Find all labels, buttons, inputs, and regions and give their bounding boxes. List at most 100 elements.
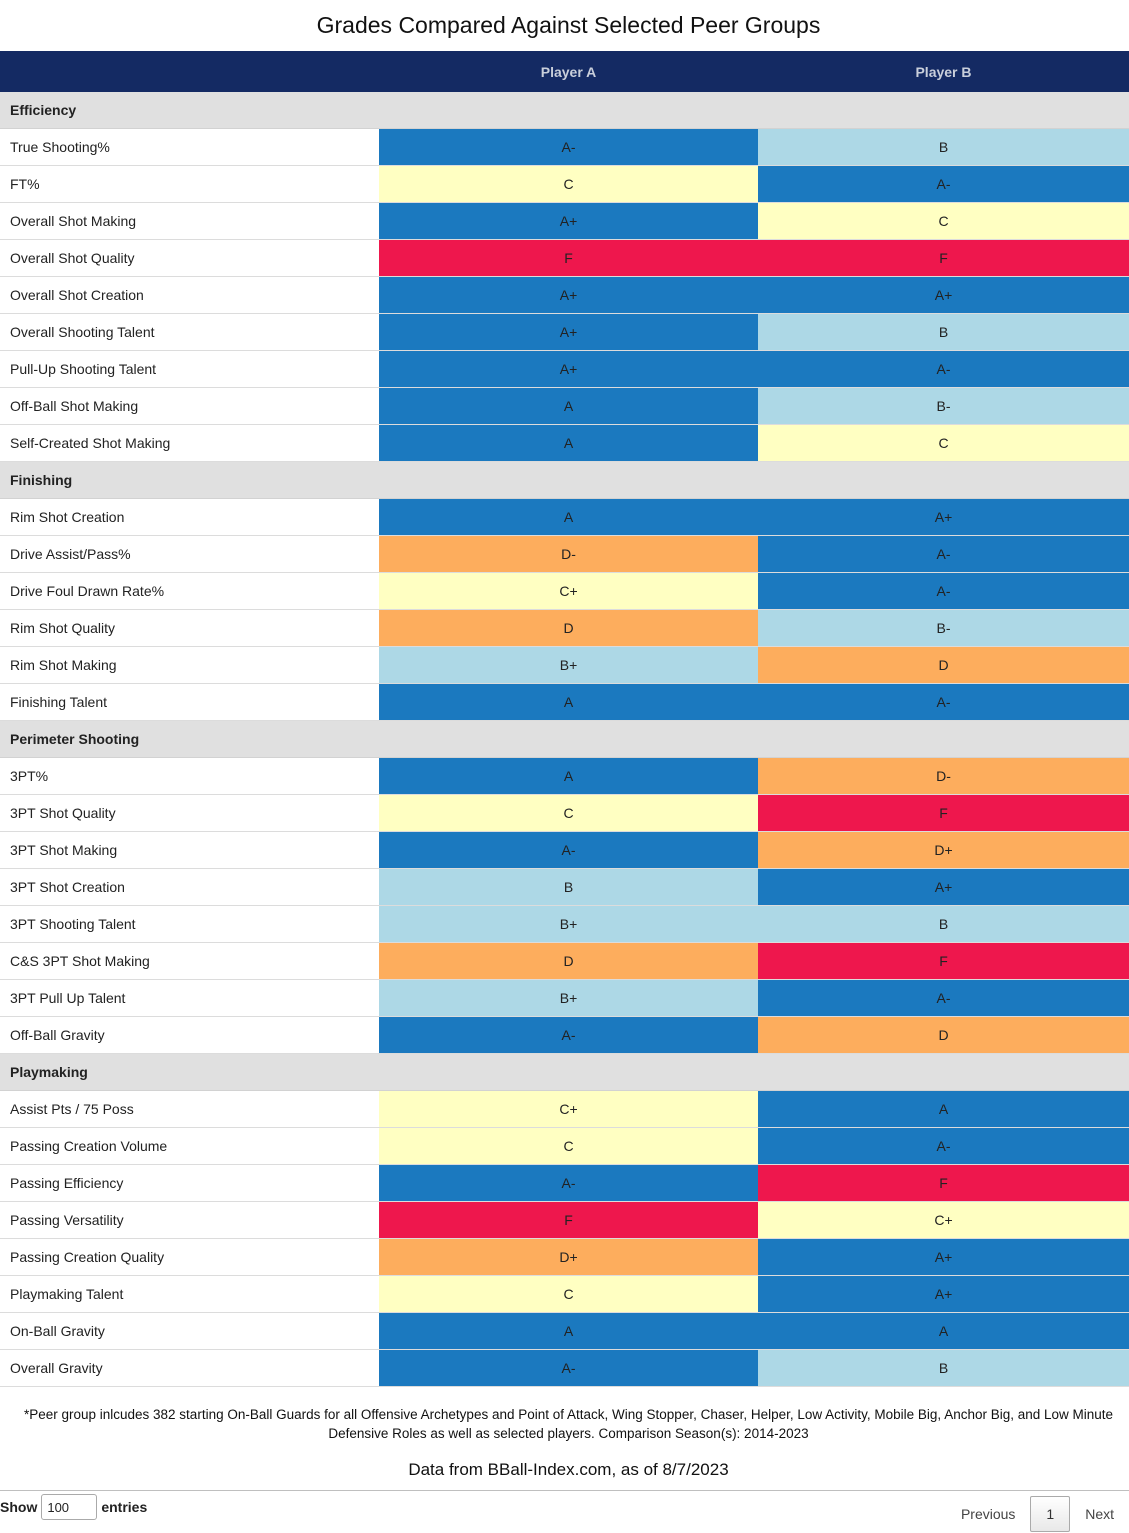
footnote-line-2: Defensive Roles as well as selected play… [328,1426,809,1441]
column-header-player-a[interactable]: Player A [379,51,758,92]
table-row: 3PT Shot Creation B A+ [0,868,1129,906]
table-row: Rim Shot Quality D B- [0,609,1129,647]
metric-name: Passing Efficiency [0,1164,379,1202]
table-row: Rim Shot Making B+ D [0,646,1129,684]
metric-name: Self-Created Shot Making [0,424,379,462]
grade-cell-player-b: A- [758,350,1129,388]
grade-cell-player-a: A- [379,1349,758,1387]
column-header-metric[interactable] [0,51,379,92]
divider [0,1490,1129,1491]
table-row: On-Ball Gravity A A [0,1312,1129,1350]
grade-cell-player-b: D+ [758,831,1129,869]
grade-cell-player-b: A+ [758,498,1129,536]
grade-cell-player-b: C+ [758,1201,1129,1239]
grade-cell-player-a: B+ [379,979,758,1017]
table-row: FT% C A- [0,165,1129,203]
metric-name: Overall Shot Making [0,202,379,240]
metric-name: On-Ball Gravity [0,1312,379,1350]
grade-cell-player-a: D- [379,535,758,573]
grade-cell-player-b: A [758,1090,1129,1128]
grade-cell-player-a: B+ [379,905,758,943]
grade-cell-player-b: C [758,424,1129,462]
grade-cell-player-b: A- [758,535,1129,573]
table-row: Overall Gravity A- B [0,1349,1129,1387]
table-row: Passing Creation Volume C A- [0,1127,1129,1165]
table-header: Player A Player B [0,51,1129,92]
column-header-player-b[interactable]: Player B [758,51,1129,92]
grade-cell-player-b: B- [758,387,1129,425]
table-row: C&S 3PT Shot Making D F [0,942,1129,980]
previous-button[interactable]: Previous [960,1506,1016,1522]
table-row: Rim Shot Creation A A+ [0,498,1129,536]
table-row: Off-Ball Gravity A- D [0,1016,1129,1054]
peer-group-footnote: *Peer group inlcudes 382 starting On-Bal… [0,1405,1129,1443]
grade-cell-player-a: A- [379,1164,758,1202]
metric-name: Rim Shot Making [0,646,379,684]
next-button[interactable]: Next [1085,1506,1114,1522]
metric-name: Overall Shot Quality [0,239,379,277]
grade-cell-player-b: A+ [758,1238,1129,1276]
table-row: Overall Shot Quality F F [0,239,1129,277]
metric-name: 3PT% [0,757,379,795]
grade-cell-player-a: D+ [379,1238,758,1276]
data-source-note: Data from BBall-Index.com, as of 8/7/202… [408,1460,729,1479]
metric-name: Drive Assist/Pass% [0,535,379,573]
grade-cell-player-a: A+ [379,350,758,388]
grade-cell-player-b: A+ [758,1275,1129,1313]
grade-cell-player-a: A- [379,128,758,166]
metric-name: Drive Foul Drawn Rate% [0,572,379,610]
grade-cell-player-a: A [379,1312,758,1350]
grade-cell-player-b: A- [758,165,1129,203]
metric-name: 3PT Shooting Talent [0,905,379,943]
metric-name: Overall Shot Creation [0,276,379,314]
metric-name: Overall Shooting Talent [0,313,379,351]
table-row: Pull-Up Shooting Talent A+ A- [0,350,1129,388]
table-row: Playmaking Talent C A+ [0,1275,1129,1313]
table-body: Efficiency True Shooting% A- B FT% C A- Overall… [0,92,1129,1387]
grade-cell-player-b: F [758,239,1129,277]
grade-cell-player-b: B [758,313,1129,351]
grade-cell-player-a: A+ [379,202,758,240]
section-header-row: Finishing [0,461,1129,499]
grade-cell-player-a: C+ [379,1090,758,1128]
table-row: Finishing Talent A A- [0,683,1129,721]
table-row: Off-Ball Shot Making A B- [0,387,1129,425]
grade-cell-player-b: B- [758,609,1129,647]
section-header-row: Efficiency [0,92,1129,129]
metric-name: FT% [0,165,379,203]
grade-cell-player-b: F [758,942,1129,980]
table-row: Drive Foul Drawn Rate% C+ A- [0,572,1129,610]
grade-cell-player-a: A [379,387,758,425]
table-row: Drive Assist/Pass% D- A- [0,535,1129,573]
grade-cell-player-b: A- [758,683,1129,721]
grade-cell-player-b: D- [758,757,1129,795]
grade-cell-player-b: D [758,646,1129,684]
metric-name: Rim Shot Creation [0,498,379,536]
grade-cell-player-b: A- [758,572,1129,610]
grade-cell-player-a: B [379,868,758,906]
grade-cell-player-a: A+ [379,276,758,314]
section-title: Finishing [0,461,1129,499]
metric-name: 3PT Shot Creation [0,868,379,906]
metric-name: Assist Pts / 75 Poss [0,1090,379,1128]
metric-name: Playmaking Talent [0,1275,379,1313]
entries-select[interactable]: 100 [41,1494,98,1520]
grade-cell-player-a: C [379,1127,758,1165]
metric-name: Off-Ball Gravity [0,1016,379,1054]
table-row: Passing Creation Quality D+ A+ [0,1238,1129,1276]
grade-cell-player-a: C [379,794,758,832]
metric-name: Finishing Talent [0,683,379,721]
page-1-button[interactable]: 1 [1030,1496,1071,1532]
metric-name: Rim Shot Quality [0,609,379,647]
grades-table: Player A Player B Efficiency True Shootin… [0,51,1129,1387]
grade-cell-player-a: F [379,1201,758,1239]
grade-cell-player-a: D [379,609,758,647]
section-header-row: Perimeter Shooting [0,720,1129,758]
pagination: Previous 1 Next [946,1496,1129,1532]
page-length-control: Show 100 entries [0,1493,147,1521]
grade-cell-player-a: A+ [379,313,758,351]
grade-cell-player-b: C [758,202,1129,240]
metric-name: Overall Gravity [0,1349,379,1387]
table-row: Self-Created Shot Making A C [0,424,1129,462]
entries-label: entries [101,1499,148,1515]
